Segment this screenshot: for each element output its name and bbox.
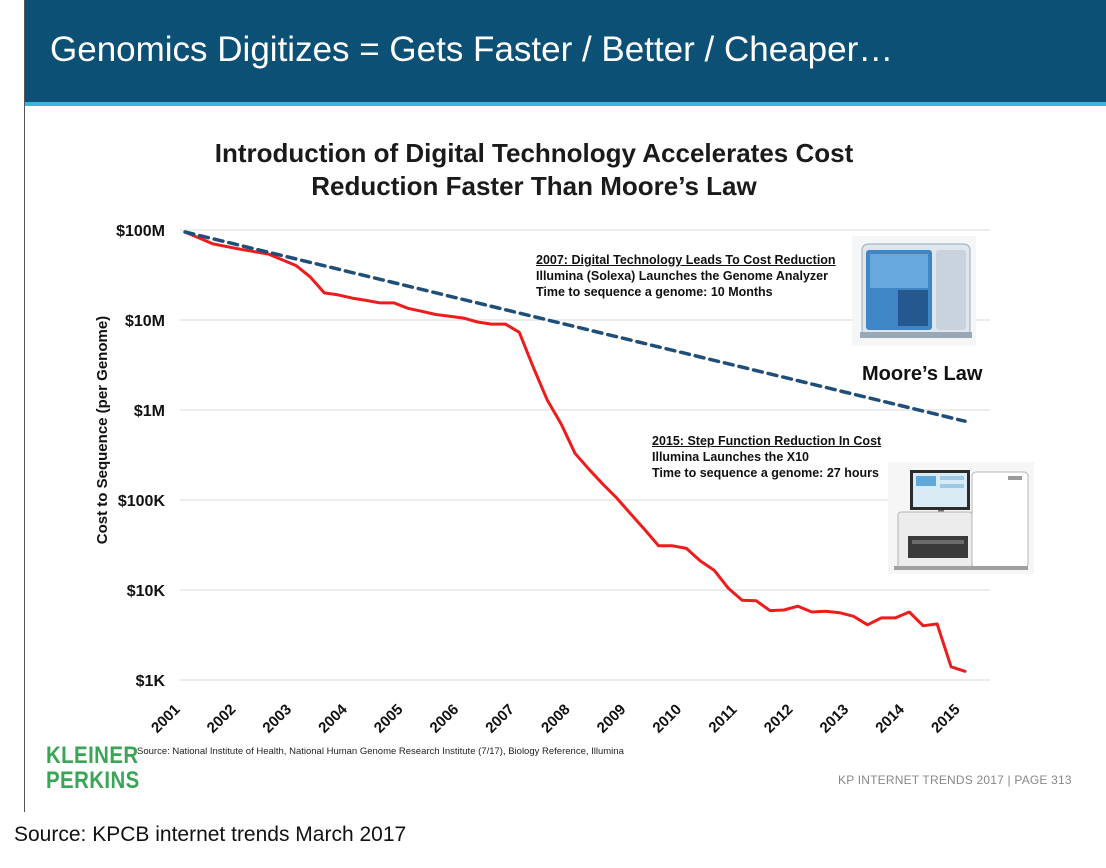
annotation-2015: 2015: Step Function Reduction In Cost Il… <box>652 433 922 481</box>
x-tick-label-2011: 2011 <box>705 701 740 736</box>
x-tick-label-2002: 2002 <box>204 701 240 737</box>
y-tick-labels: $100M $10M $1M $100K $10K $1K <box>116 223 165 690</box>
x-tick-label-2010: 2010 <box>649 701 685 737</box>
chart-source-note: Source: National Institute of Health, Na… <box>137 746 624 757</box>
annotation-2007-heading: 2007: Digital Technology Leads To Cost R… <box>536 253 836 267</box>
left-border-line <box>24 0 25 812</box>
grid-lines <box>180 229 990 681</box>
x-tick-label-2014: 2014 <box>872 701 908 737</box>
x-tick-label-2004: 2004 <box>315 701 351 737</box>
x-tick-label-2007: 2007 <box>482 701 518 737</box>
moores-law-line <box>183 230 967 423</box>
hiseq-x10-image <box>888 462 1034 574</box>
annotation-2015-heading: 2015: Step Function Reduction In Cost <box>652 434 882 448</box>
logo-line-1: KLEINER <box>46 742 139 769</box>
x-tick-label-2005: 2005 <box>371 701 407 737</box>
x-tick-label-2009: 2009 <box>594 701 630 737</box>
x-tick-label-2013: 2013 <box>817 701 853 737</box>
y-tick-label-10m: $10M <box>125 313 165 330</box>
genome-cost-chart: $100M$10M$1M$100K$10K$1K 2001 2002 2003 200… <box>94 223 990 737</box>
annotation-2007: 2007: Digital Technology Leads To Cost R… <box>536 252 856 300</box>
image-caption: Source: KPCB internet trends March 2017 <box>14 823 407 846</box>
x-tick-label-2008: 2008 <box>538 701 574 737</box>
slide: Genomics Digitizes = Gets Faster / Bette… <box>24 0 1106 812</box>
y-tick-label-100m: $100M <box>116 223 165 240</box>
annotation-2007-line-1: Illumina (Solexa) Launches the Genome An… <box>536 269 828 283</box>
x-tick-label-2001: 2001 <box>148 701 184 737</box>
x-tick-label-2003: 2003 <box>259 701 295 737</box>
chart-title-line-2: Reduction Faster Than Moore’s Law <box>311 171 757 201</box>
moores-law-series-label: Moore’s Law <box>862 363 983 385</box>
x-tick-label-2015: 2015 <box>928 701 964 737</box>
slide-title: Genomics Digitizes = Gets Faster / Bette… <box>50 30 894 69</box>
slide-footer: KP INTERNET TRENDS 2017 | PAGE 313 <box>838 773 1072 787</box>
header-accent-line <box>25 102 1106 106</box>
genome-analyzer-image <box>852 236 976 346</box>
kleiner-perkins-logo: KLEINER PERKINS <box>46 743 140 793</box>
x-tick-label-2012: 2012 <box>761 701 797 737</box>
y-axis-label: Cost to Sequence (per Genome) <box>94 316 111 544</box>
y-tick-label-10k: $10K <box>127 583 166 600</box>
sequencing-cost-line <box>183 230 967 673</box>
annotation-2007-line-2: Time to sequence a genome: 10 Months <box>536 285 773 299</box>
logo-line-2: PERKINS <box>46 767 140 794</box>
y-tick-label-1m: $1M <box>134 403 165 420</box>
x-tick-label-2006: 2006 <box>427 701 463 737</box>
y-tick-label-100k: $100K <box>118 493 166 510</box>
series-lines <box>183 230 967 673</box>
annotation-2015-line-1: Illumina Launches the X10 <box>652 450 809 464</box>
chart-title-line-1: Introduction of Digital Technology Accel… <box>214 138 854 168</box>
x-tick-labels: 2001 2002 2003 2004 2005 2006 2007 2008 2009 2010… <box>148 701 964 737</box>
annotation-2015-line-2: Time to sequence a genome: 27 hours <box>652 466 879 480</box>
header-bar <box>25 0 1106 102</box>
chart-title: Introduction of Digital Technology Accel… <box>134 137 934 203</box>
y-tick-label-1k: $1K <box>136 673 166 690</box>
